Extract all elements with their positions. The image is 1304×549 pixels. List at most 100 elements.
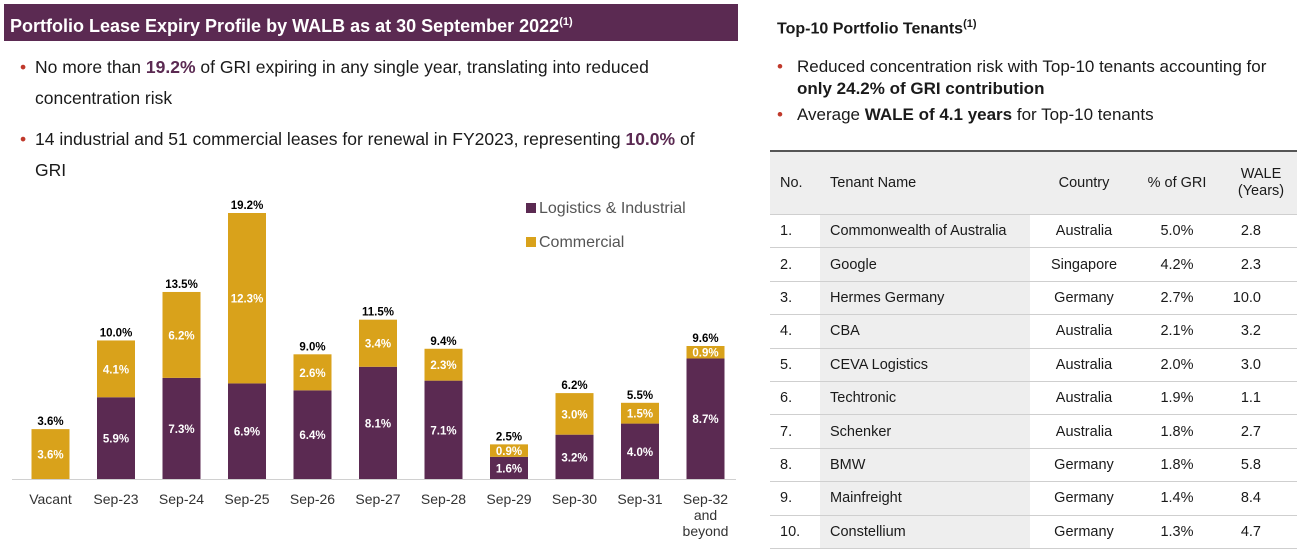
gri-share: 5.0% — [1138, 213, 1216, 248]
country: Germany — [1030, 514, 1138, 549]
chart-section-title: Portfolio Lease Expiry Profile by WALB a… — [10, 16, 560, 36]
gri-share: 1.8% — [1138, 414, 1216, 449]
x-tick-label: Sep-30 — [552, 491, 597, 507]
data-label: 6.9% — [234, 427, 260, 439]
bullet-dot: • — [777, 57, 783, 76]
country: Germany — [1030, 481, 1138, 516]
gri-share: 1.9% — [1138, 380, 1216, 415]
bar-logistics — [359, 366, 397, 479]
bar-commercial — [162, 291, 201, 378]
row-no: 8. — [770, 447, 820, 482]
tenant-name: Commonwealth of Australia — [820, 213, 1030, 248]
tenant-name: CEVA Logistics — [820, 347, 1030, 382]
x-tick-label: Sep-24 — [159, 491, 204, 507]
row-no: 10. — [770, 514, 820, 549]
gri-share: 2.7% — [1138, 280, 1216, 315]
bullet-text: of GRI expiring in any single year, tran… — [35, 57, 649, 108]
bar-commercial — [359, 319, 397, 367]
country: Germany — [1030, 280, 1138, 315]
wale-years: 2.7 — [1216, 414, 1297, 449]
row-no: 5. — [770, 347, 820, 382]
bar-commercial — [621, 402, 659, 424]
bullet-highlight: 10.0% — [625, 129, 676, 149]
data-label: 7.3% — [168, 424, 194, 436]
wale-years: 8.4 — [1216, 481, 1297, 516]
data-label: 2.3% — [430, 360, 456, 372]
wale-years: 4.7 — [1216, 514, 1297, 549]
x-tick-label: Sep-28 — [421, 491, 466, 507]
legend-label: Logistics & Industrial — [539, 200, 686, 217]
tenant-name: Techtronic — [820, 380, 1030, 415]
col-header-no: No. — [770, 150, 820, 215]
bar-commercial — [293, 354, 332, 391]
data-label: 4.1% — [103, 364, 129, 376]
bar-commercial — [490, 444, 528, 457]
total-label: 9.4% — [430, 336, 456, 348]
total-label: 6.2% — [561, 380, 587, 392]
bar-logistics — [228, 383, 266, 479]
data-label: 3.0% — [561, 409, 587, 421]
wale-years: 1.1 — [1216, 380, 1297, 415]
table-row: 4. CBA Australia 2.1% 3.2 — [770, 314, 1297, 349]
table-row: 3. Hermes Germany Germany 2.7% 10.0 — [770, 280, 1297, 315]
x-tick-label: Sep-26 — [290, 491, 335, 507]
bullet-text: No more than — [35, 57, 146, 77]
gri-share: 1.3% — [1138, 514, 1216, 549]
total-label: 11.5% — [362, 307, 394, 319]
tenant-name: Hermes Germany — [820, 280, 1030, 315]
total-label: 9.6% — [692, 333, 718, 345]
gri-share: 2.0% — [1138, 347, 1216, 382]
wale-years: 5.8 — [1216, 447, 1297, 482]
tenant-name: Schenker — [820, 414, 1030, 449]
total-label: 10.0% — [100, 327, 133, 339]
total-label: 5.5% — [627, 390, 653, 402]
bar-logistics — [424, 380, 463, 479]
col-header-tenant: Tenant Name — [820, 150, 1030, 215]
table-row: 8. BMW Germany 1.8% 5.8 — [770, 447, 1297, 482]
col-header-gri: % of GRI — [1138, 150, 1216, 215]
bar-logistics — [555, 434, 594, 479]
wale-header-text: WALE (Years) — [1237, 166, 1285, 199]
gri-share: 2.1% — [1138, 314, 1216, 349]
country: Australia — [1030, 314, 1138, 349]
gri-share: 1.4% — [1138, 481, 1216, 516]
bar-logistics — [490, 456, 528, 479]
legend-label: Commercial — [539, 234, 624, 251]
data-label: 0.9% — [496, 446, 522, 458]
total-label: 9.0% — [299, 341, 325, 353]
x-tick-label: Sep-23 — [93, 491, 138, 507]
row-no: 3. — [770, 280, 820, 315]
legend-swatch — [526, 237, 536, 247]
table-row: 10. Constellium Germany 1.3% 4.7 — [770, 514, 1297, 549]
bar-commercial — [31, 429, 70, 479]
country: Germany — [1030, 447, 1138, 482]
left-bullet-1: • No more than 19.2% of GRI expiring in … — [20, 52, 730, 114]
x-tick-label: Sep-32 and beyond — [683, 491, 729, 539]
bullet-bold: WALE of 4.1 years — [864, 105, 1013, 124]
bullet-text: 14 industrial and 51 commercial leases f… — [35, 129, 626, 149]
bullet-dot: • — [20, 57, 27, 77]
wale-years: 2.8 — [1216, 213, 1297, 248]
data-label: 4.0% — [627, 447, 653, 459]
bullet-text: for Top-10 tenants — [1012, 105, 1154, 124]
bullet-dot: • — [20, 129, 27, 149]
table-row: 1. Commonwealth of Australia Australia 5.0%… — [770, 213, 1297, 248]
table-row: 5. CEVA Logistics Australia 2.0% 3.0 — [770, 347, 1297, 382]
tenant-name: Mainfreight — [820, 481, 1030, 516]
bullet-bold: only 24.2% of GRI contribution — [797, 79, 1045, 98]
data-label: 6.4% — [299, 430, 325, 442]
bar-commercial — [228, 213, 266, 384]
chart-section-footnote-ref: (1) — [559, 16, 573, 28]
bar-commercial — [97, 340, 135, 398]
left-bullet-2: • 14 industrial and 51 commercial leases… — [20, 124, 730, 186]
total-label: 19.2% — [231, 200, 264, 212]
tenant-name: BMW — [820, 447, 1030, 482]
table-row: 6. Techtronic Australia 1.9% 1.1 — [770, 380, 1297, 415]
bar-logistics — [293, 390, 332, 479]
data-label: 2.6% — [299, 368, 325, 380]
table-row: 9. Mainfreight Germany 1.4% 8.4 — [770, 481, 1297, 516]
wale-years: 3.0 — [1216, 347, 1297, 382]
country: Australia — [1030, 380, 1138, 415]
row-no: 4. — [770, 314, 820, 349]
data-label: 3.6% — [37, 450, 63, 462]
